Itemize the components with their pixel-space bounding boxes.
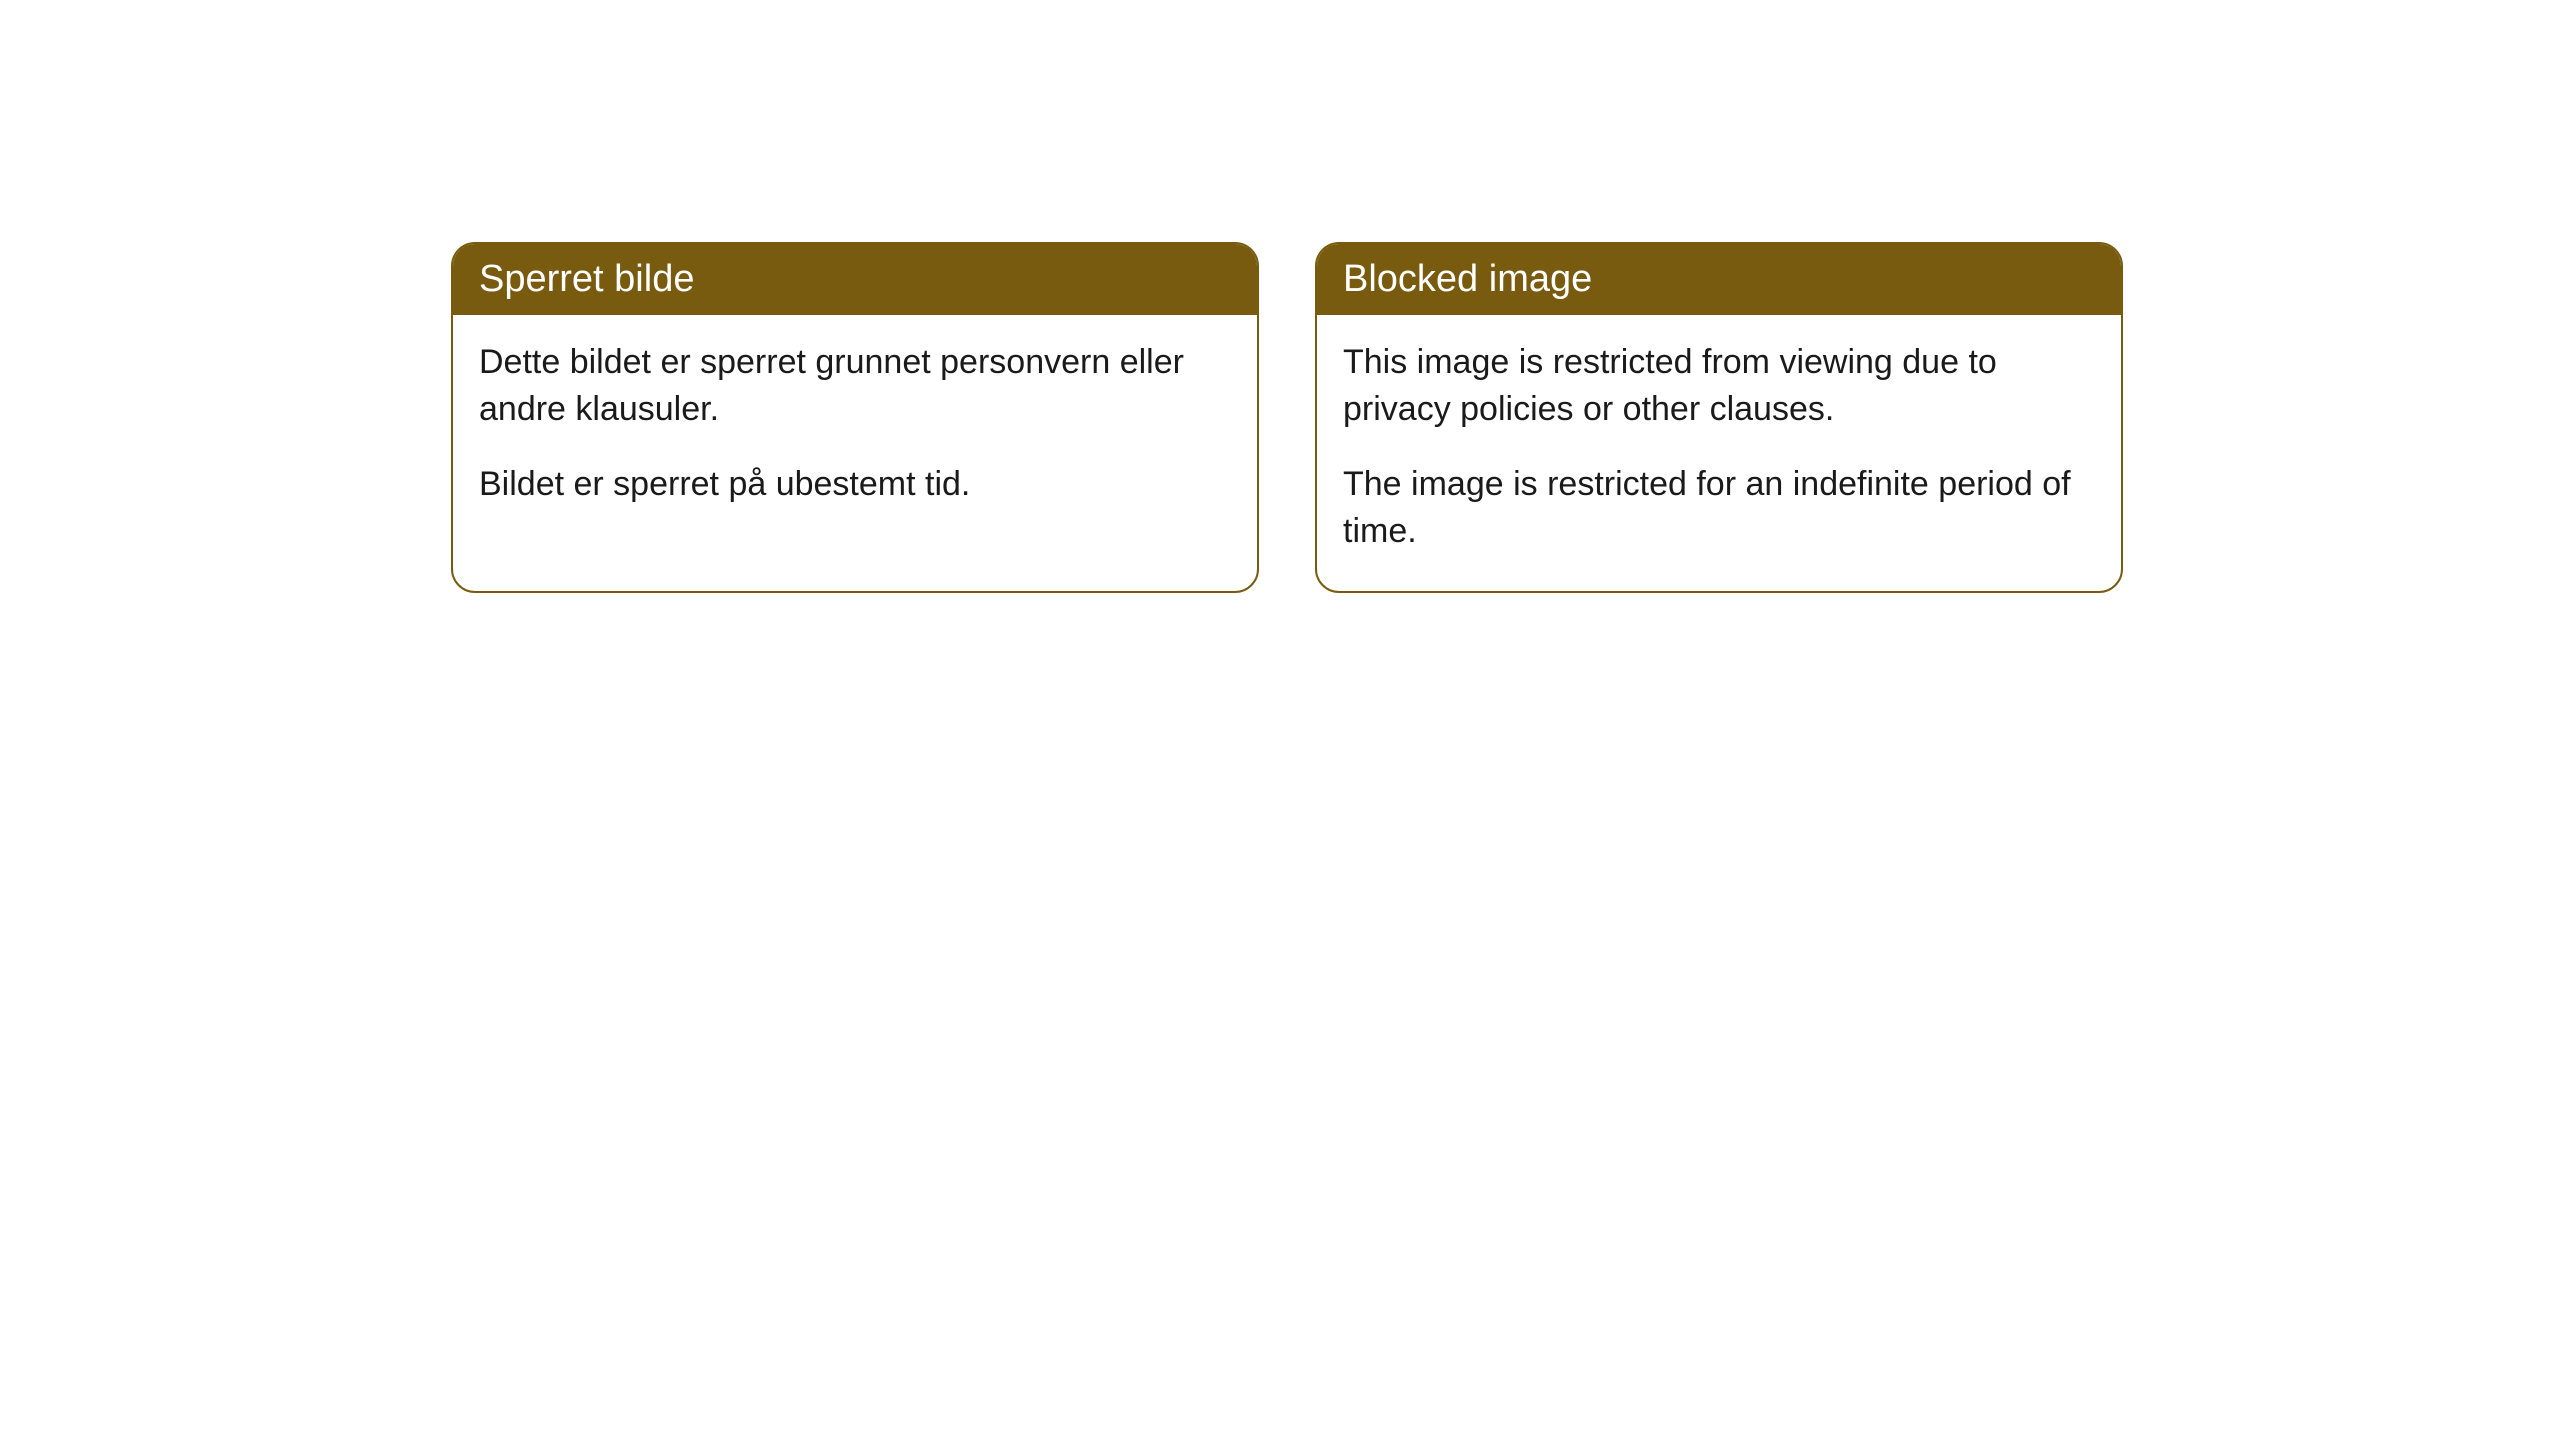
blocked-image-card-norwegian: Sperret bilde Dette bildet er sperret gr… — [451, 242, 1259, 593]
blocked-image-card-english: Blocked image This image is restricted f… — [1315, 242, 2123, 593]
card-paragraph: Dette bildet er sperret grunnet personve… — [479, 339, 1231, 433]
card-body: This image is restricted from viewing du… — [1317, 315, 2121, 591]
cards-container: Sperret bilde Dette bildet er sperret gr… — [451, 242, 2123, 593]
card-paragraph: The image is restricted for an indefinit… — [1343, 461, 2095, 555]
card-paragraph: Bildet er sperret på ubestemt tid. — [479, 461, 1231, 508]
card-header: Sperret bilde — [453, 244, 1257, 315]
card-title: Sperret bilde — [479, 258, 694, 300]
card-body: Dette bildet er sperret grunnet personve… — [453, 315, 1257, 544]
card-paragraph: This image is restricted from viewing du… — [1343, 339, 2095, 433]
card-header: Blocked image — [1317, 244, 2121, 315]
card-title: Blocked image — [1343, 258, 1592, 300]
